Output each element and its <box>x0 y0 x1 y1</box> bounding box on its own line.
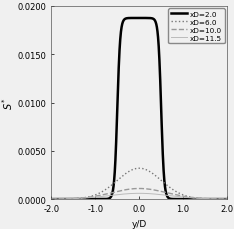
xD=2.0 <box>125 18 128 21</box>
xD=11.5 <box>80 197 83 200</box>
xD=2.0 <box>226 198 228 201</box>
Y-axis label: $\dot{S}^*$: $\dot{S}^*$ <box>0 97 15 109</box>
Line: xD=2.0: xD=2.0 <box>51 19 227 199</box>
xD=11.5 <box>222 198 225 201</box>
xD=2.0 <box>138 18 141 20</box>
xD=11.5 <box>203 197 206 200</box>
xD=2.0 <box>70 198 73 201</box>
Legend: xD=2.0, xD=6.0, xD=10.0, xD=11.5: xD=2.0, xD=6.0, xD=10.0, xD=11.5 <box>168 9 225 44</box>
xD=2.0 <box>80 198 83 201</box>
xD=10.0 <box>70 197 73 200</box>
xD=6.0 <box>125 172 128 175</box>
xD=11.5 <box>70 197 73 200</box>
xD=11.5 <box>125 193 128 195</box>
xD=2.0 <box>203 198 206 201</box>
xD=2.0 <box>222 198 225 201</box>
xD=2.0 <box>50 198 53 201</box>
xD=6.0 <box>50 198 53 201</box>
X-axis label: y/D: y/D <box>132 218 147 228</box>
xD=10.0 <box>50 198 53 201</box>
xD=6.0 <box>138 167 141 170</box>
xD=11.5 <box>117 193 120 196</box>
xD=6.0 <box>226 198 228 201</box>
xD=6.0 <box>203 197 206 200</box>
xD=10.0 <box>226 198 228 201</box>
xD=10.0 <box>80 197 83 199</box>
xD=10.0 <box>138 187 141 190</box>
Line: xD=10.0: xD=10.0 <box>51 189 227 199</box>
xD=6.0 <box>70 198 73 200</box>
xD=2.0 <box>117 65 120 68</box>
Line: xD=6.0: xD=6.0 <box>51 169 227 199</box>
xD=11.5 <box>50 198 53 201</box>
xD=10.0 <box>117 190 120 193</box>
xD=11.5 <box>226 198 228 201</box>
xD=6.0 <box>80 197 83 200</box>
Line: xD=11.5: xD=11.5 <box>51 194 227 199</box>
xD=6.0 <box>117 178 120 181</box>
xD=10.0 <box>222 198 225 201</box>
xD=10.0 <box>125 188 128 191</box>
xD=10.0 <box>203 197 206 200</box>
xD=11.5 <box>138 192 141 195</box>
xD=6.0 <box>222 198 225 201</box>
